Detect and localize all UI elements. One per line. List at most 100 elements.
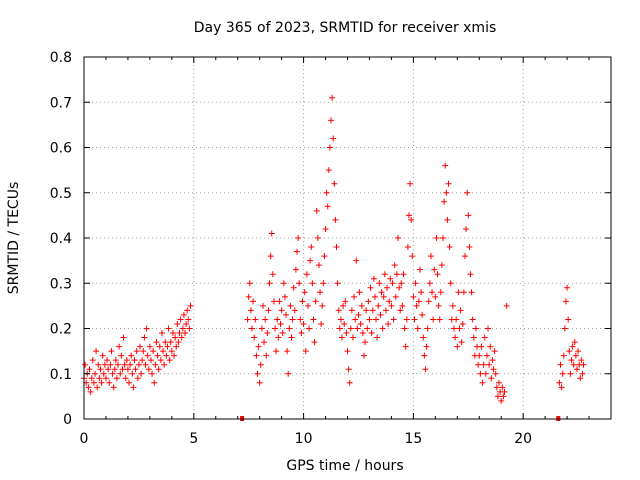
data-point [466, 244, 473, 251]
data-point [151, 379, 158, 386]
data-point [453, 316, 460, 323]
data-point [323, 189, 330, 196]
data-point [457, 307, 464, 314]
data-point [329, 94, 336, 101]
data-point [401, 325, 408, 332]
data-point [579, 370, 586, 377]
data-point [558, 384, 565, 391]
data-point [253, 352, 260, 359]
data-point [135, 361, 142, 368]
data-point [478, 343, 485, 350]
data-point [118, 352, 125, 359]
data-point [380, 293, 387, 300]
data-point [257, 361, 264, 368]
data-point [578, 357, 585, 364]
data-point [477, 370, 484, 377]
data-point [300, 320, 307, 327]
data-point [463, 225, 470, 232]
data-point [556, 379, 563, 386]
data-point [397, 307, 404, 314]
data-point [246, 280, 253, 287]
data-point [141, 334, 148, 341]
data-point [123, 357, 130, 364]
data-point [488, 375, 495, 382]
data-point [569, 343, 576, 350]
data-point [95, 361, 102, 368]
data-point [392, 293, 399, 300]
x-tick-label: 5 [189, 431, 198, 447]
data-point [393, 271, 400, 278]
data-point [140, 348, 147, 355]
data-point [559, 370, 566, 377]
data-point [493, 384, 500, 391]
data-point [577, 375, 584, 382]
data-point [91, 370, 98, 377]
data-point [312, 298, 319, 305]
data-point [121, 361, 128, 368]
data-point [489, 357, 496, 364]
data-point [424, 325, 431, 332]
data-point [298, 330, 305, 337]
data-point [87, 388, 94, 395]
data-point [101, 361, 108, 368]
data-point [94, 384, 101, 391]
data-point [303, 271, 310, 278]
data-point [131, 357, 138, 364]
data-point [302, 348, 309, 355]
data-point [564, 284, 571, 291]
data-point [293, 248, 300, 255]
data-point [157, 357, 164, 364]
data-point [481, 334, 488, 341]
data-point [346, 379, 353, 386]
data-point [265, 307, 272, 314]
data-point [436, 316, 443, 323]
data-point [102, 375, 109, 382]
data-point [307, 257, 314, 264]
data-point [110, 384, 117, 391]
data-point [468, 289, 475, 296]
data-point [373, 316, 380, 323]
data-point [138, 370, 145, 377]
data-point [475, 361, 482, 368]
data-point [105, 366, 112, 373]
data-point [117, 370, 124, 377]
data-point [90, 379, 97, 386]
data-point [186, 325, 193, 332]
data-point [483, 352, 490, 359]
data-point [270, 298, 277, 305]
data-point [403, 316, 410, 323]
data-point [491, 348, 498, 355]
data-point [426, 280, 433, 287]
data-point [320, 280, 327, 287]
data-point [248, 325, 255, 332]
data-point [421, 352, 428, 359]
data-point [460, 289, 467, 296]
data-point [155, 366, 162, 373]
data-point [280, 280, 287, 287]
data-point [333, 244, 340, 251]
data-point [485, 325, 492, 332]
data-point [174, 320, 181, 327]
data-point [445, 180, 452, 187]
x-tick-label: 15 [404, 431, 422, 447]
data-point [370, 275, 377, 282]
data-point [322, 225, 329, 232]
data-point [318, 320, 325, 327]
data-point [339, 334, 346, 341]
data-point [295, 235, 302, 241]
data-point [262, 316, 269, 323]
data-point [337, 316, 344, 323]
y-tick-label: 0.7 [50, 95, 72, 111]
data-point [389, 280, 396, 287]
data-point [461, 253, 468, 260]
data-point [499, 384, 506, 391]
data-point [85, 384, 92, 391]
data-point [313, 207, 320, 214]
data-point [324, 203, 331, 210]
data-point [562, 298, 569, 305]
data-point [561, 325, 568, 332]
data-point [575, 348, 582, 355]
data-point [272, 325, 279, 332]
data-point [567, 370, 574, 377]
data-point [175, 339, 182, 346]
